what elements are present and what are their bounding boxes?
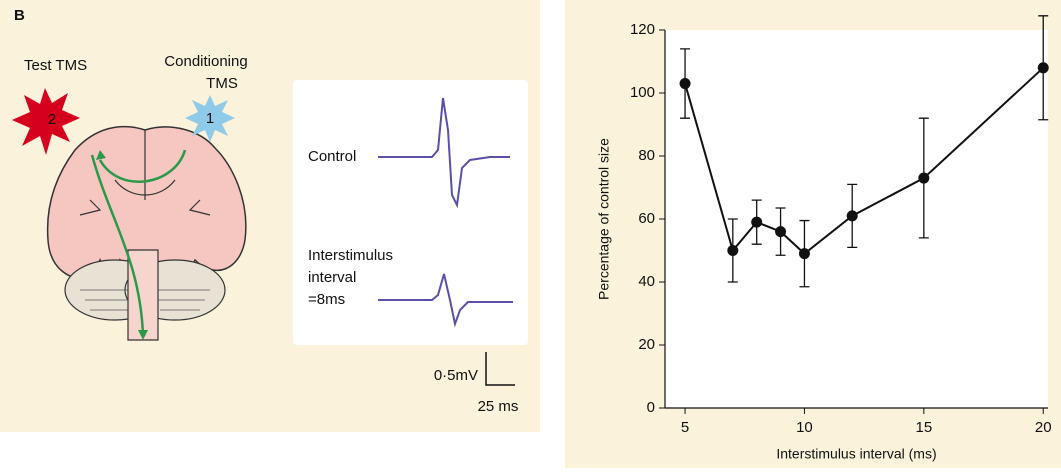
x-tick-label: 5 xyxy=(681,419,689,436)
control-trace xyxy=(378,97,510,209)
data-point xyxy=(751,216,763,228)
control-label: Control xyxy=(308,148,356,165)
y-tick-label: 120 xyxy=(630,21,655,38)
y-tick-label: 80 xyxy=(638,147,655,164)
data-point xyxy=(798,248,810,260)
y-tick-label: 60 xyxy=(638,210,655,227)
interval-label: interval xyxy=(308,269,356,286)
test-label: Test TMS xyxy=(24,57,87,74)
scale-voltage: 0·5mV xyxy=(434,367,478,384)
y-tick-label: 0 xyxy=(647,399,655,416)
conditioning-label: TMS xyxy=(206,75,238,92)
data-point xyxy=(1037,62,1049,74)
y-tick-label: 40 xyxy=(638,273,655,290)
test-number: 2 xyxy=(48,111,56,128)
x-tick-label: 10 xyxy=(796,419,813,436)
conditioning-label: Conditioning xyxy=(164,53,247,70)
scale-time: 25 ms xyxy=(478,398,519,415)
data-point xyxy=(846,210,858,222)
x-tick-label: 20 xyxy=(1035,419,1052,436)
x-tick-label: 15 xyxy=(915,419,932,436)
panel-label: B xyxy=(14,7,25,24)
x-axis-label: Interstimulus interval (ms) xyxy=(776,446,936,462)
y-tick-label: 20 xyxy=(638,336,655,353)
data-line xyxy=(684,67,1044,255)
interval-label: =8ms xyxy=(308,291,345,308)
interval-label: Interstimulus xyxy=(308,247,393,264)
trace-box xyxy=(293,80,528,345)
data-point xyxy=(775,226,787,238)
scale-bar xyxy=(485,352,515,386)
brain xyxy=(12,88,247,341)
y-axis-label: Percentage of control size xyxy=(596,138,612,300)
data-point xyxy=(918,172,930,184)
data-point xyxy=(679,78,691,90)
conditioning-number: 1 xyxy=(206,110,214,127)
data-point xyxy=(727,245,739,256)
y-tick-label: 100 xyxy=(630,84,655,101)
interval-trace xyxy=(378,273,513,328)
